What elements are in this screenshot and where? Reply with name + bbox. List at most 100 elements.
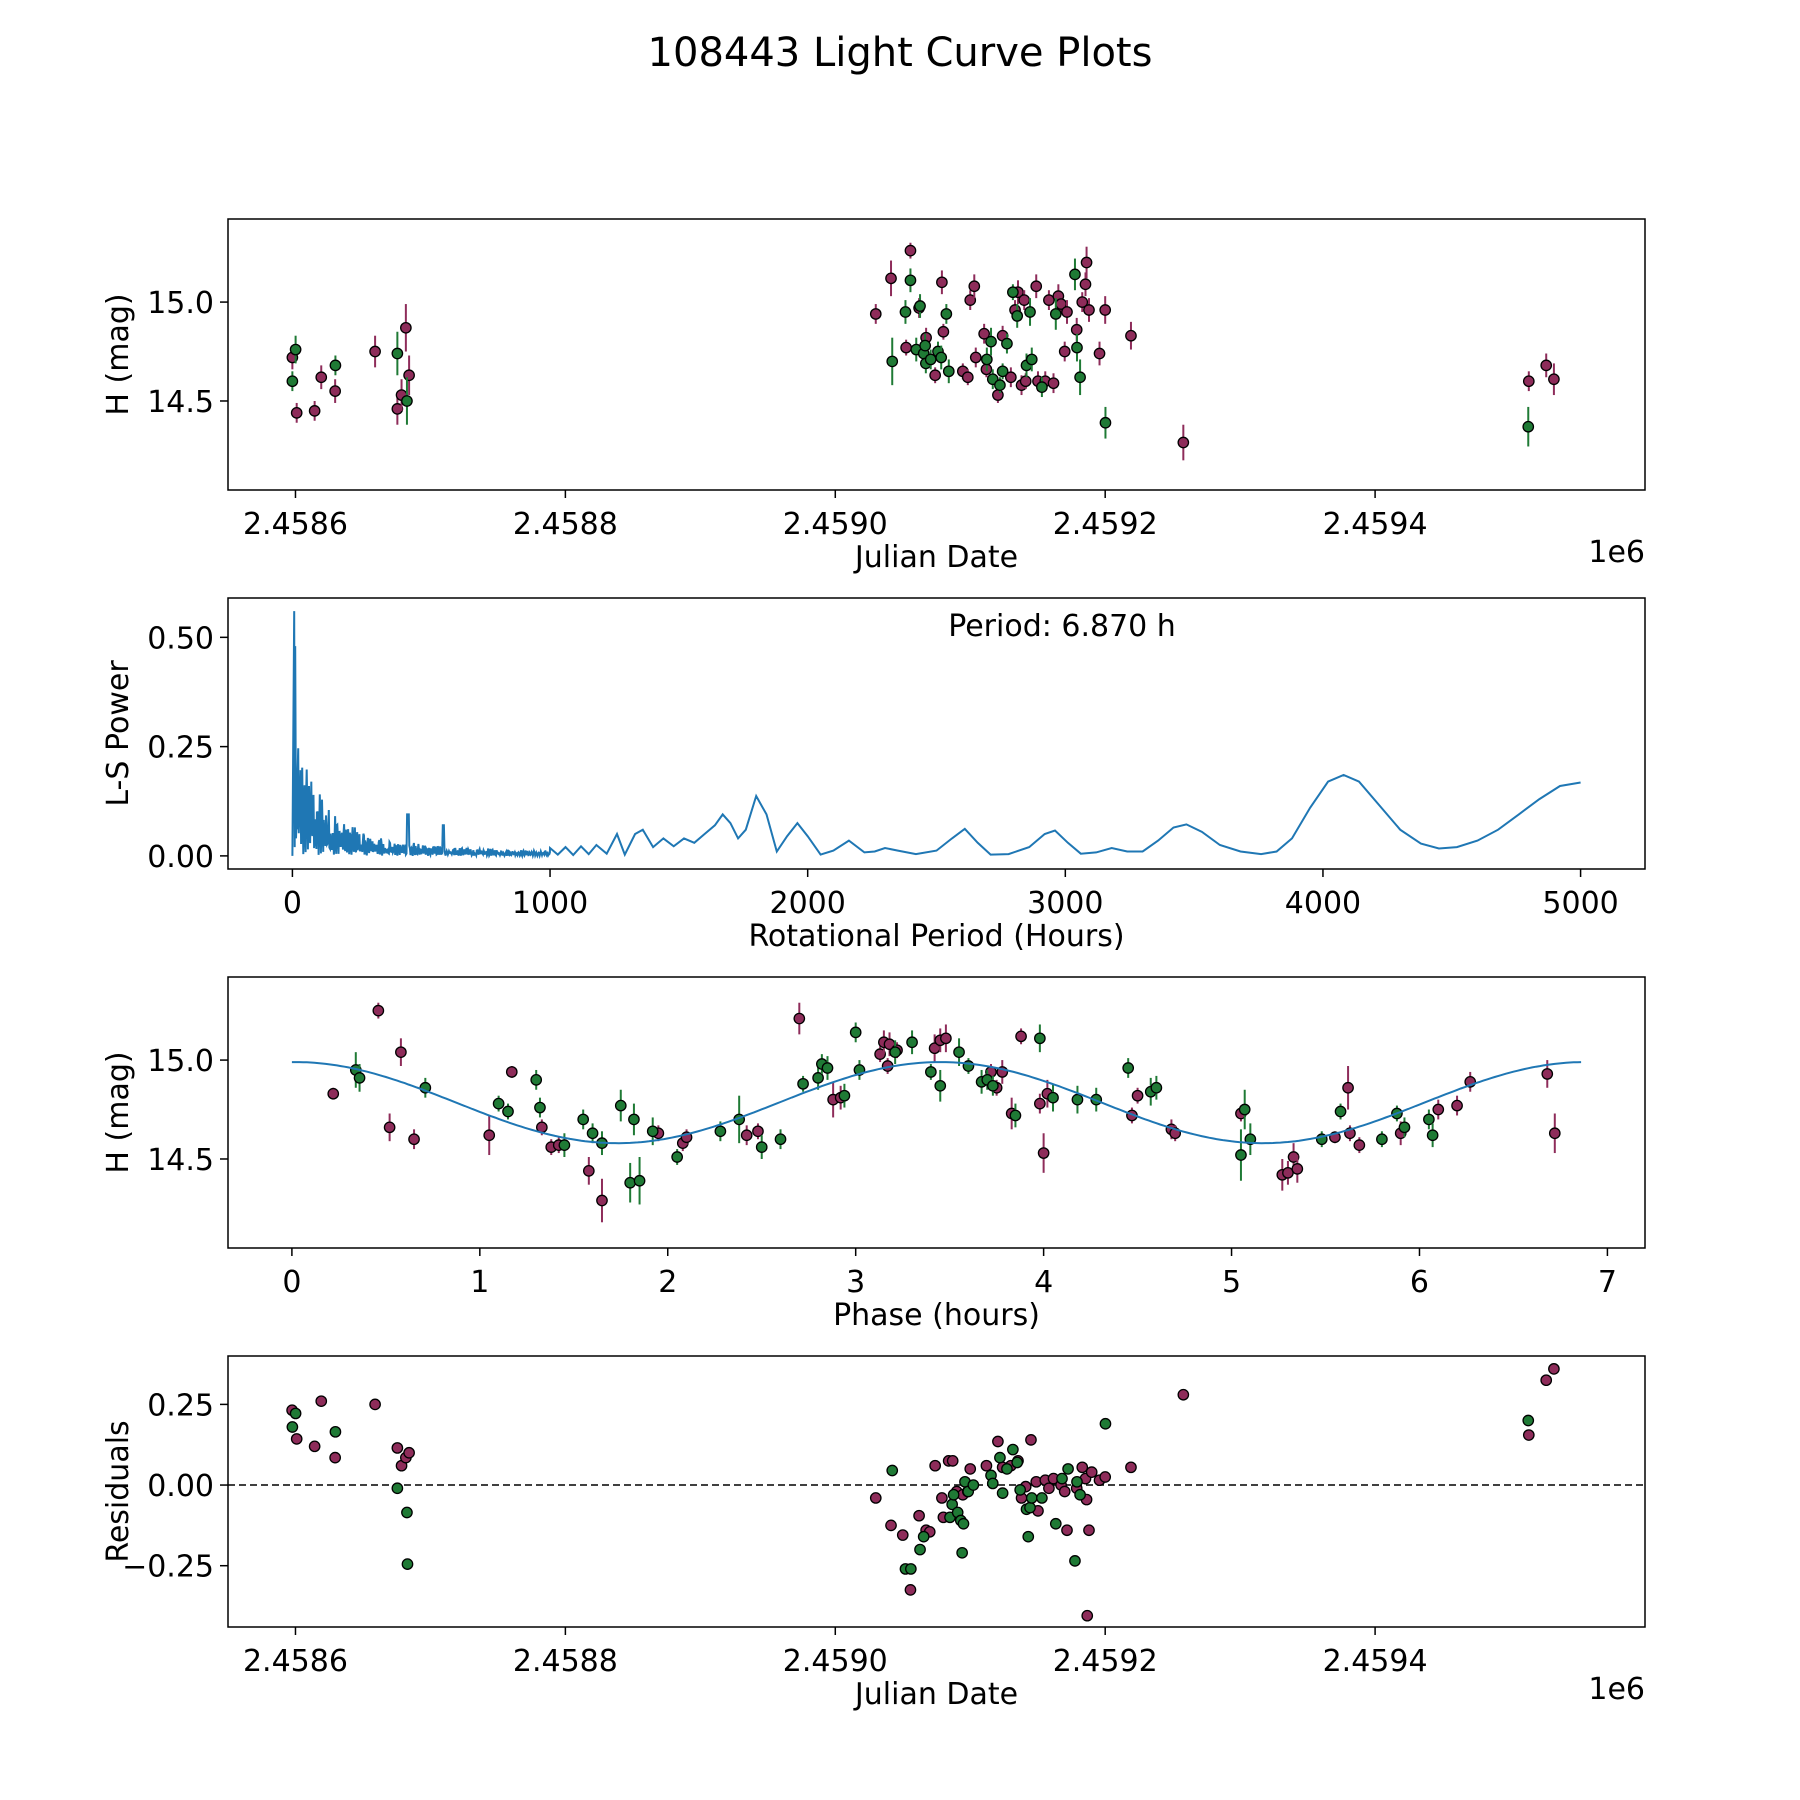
phase-point-green — [925, 1066, 937, 1078]
lc-point-green — [329, 359, 342, 372]
phase-point-green — [1150, 1081, 1163, 1094]
lc-point-magenta — [1005, 371, 1017, 384]
lc-point-green — [940, 308, 953, 320]
phase-point-green — [849, 1026, 862, 1039]
phase-point-green — [614, 1099, 627, 1112]
lc-point-green — [996, 365, 1009, 378]
resid-point-green — [1062, 1463, 1074, 1475]
phase-point-green — [987, 1079, 999, 1092]
lc-point-magenta — [1079, 278, 1092, 291]
phase-point-green — [812, 1072, 824, 1084]
resid-point-magenta — [1099, 1471, 1112, 1483]
phase-point-magenta — [793, 1012, 806, 1025]
ls-xtick-label: 4000 — [1285, 886, 1361, 921]
lc-point-magenta — [1076, 296, 1089, 308]
resid-ylabel: Residuals — [101, 1420, 136, 1562]
lc-point-magenta — [904, 244, 917, 257]
resid-point-magenta — [290, 1433, 303, 1445]
lc-point-green — [994, 379, 1006, 392]
lc-point-magenta — [391, 403, 404, 415]
phase-point-magenta — [1451, 1099, 1463, 1112]
ls-period-annotation: Period: 6.870 h — [948, 609, 1176, 644]
resid-point-green — [956, 1546, 968, 1559]
resid-point-magenta — [1085, 1466, 1098, 1478]
ls-xtick-label: 1000 — [512, 886, 588, 921]
lc-point-green — [1071, 341, 1083, 354]
lc-point-magenta — [992, 389, 1004, 401]
figure-title: 108443 Light Curve Plots — [648, 30, 1153, 76]
phase-point-green — [1423, 1113, 1435, 1126]
phase-point-green — [558, 1139, 571, 1151]
lc-point-magenta — [937, 325, 950, 338]
phase-point-magenta — [1287, 1151, 1300, 1163]
lc-point-magenta — [1083, 304, 1095, 316]
phase-point-green — [934, 1079, 947, 1092]
phase-point-magenta — [940, 1032, 952, 1045]
phase-xtick-label: 2 — [658, 1265, 677, 1300]
resid-point-magenta — [1058, 1485, 1071, 1498]
lc-point-green — [942, 365, 955, 378]
lc-xtick-label: 2.4588 — [513, 507, 618, 542]
phase-point-green — [1034, 1032, 1046, 1045]
phase-point-magenta — [1034, 1097, 1046, 1110]
phase-xtick-label: 1 — [470, 1265, 489, 1300]
phase-point-magenta — [372, 1004, 385, 1017]
resid-point-green — [914, 1543, 926, 1556]
lc-point-green — [286, 375, 299, 388]
phase-point-magenta — [874, 1048, 886, 1060]
phase-point-magenta — [1541, 1068, 1554, 1080]
lc-xtick-label: 2.4592 — [1053, 507, 1158, 542]
lc-ytick-label: 15.0 — [147, 286, 214, 321]
resid-point-green — [329, 1425, 342, 1438]
lc-point-green — [1522, 420, 1535, 433]
phase-point-green — [906, 1036, 918, 1049]
resid-xtick-label: 2.4590 — [783, 1644, 888, 1679]
resid-point-green — [401, 1558, 414, 1570]
lc-point-green — [1001, 337, 1013, 350]
phase-point-green — [502, 1105, 514, 1118]
phase-ylabel: H (mag) — [101, 1051, 136, 1173]
lc-point-magenta — [1125, 329, 1137, 342]
resid-point-magenta — [391, 1442, 404, 1454]
lc-point-magenta — [885, 272, 897, 285]
resid-point-green — [996, 1487, 1009, 1499]
resid-point-green — [1036, 1492, 1048, 1504]
phase-xtick-label: 4 — [1034, 1265, 1053, 1300]
phase-point-magenta — [327, 1087, 340, 1100]
lc-point-green — [899, 306, 912, 318]
resid-point-magenta — [1125, 1461, 1137, 1474]
lc-point-green — [289, 343, 302, 356]
resid-point-magenta — [315, 1395, 328, 1408]
lc-point-magenta — [308, 405, 321, 417]
resid-point-green — [1049, 1517, 1062, 1530]
resid-point-green — [401, 1506, 413, 1519]
resid-point-green — [1014, 1484, 1027, 1496]
phase-xtick-label: 0 — [282, 1265, 301, 1300]
resid-xlabel: Julian Date — [853, 1677, 1018, 1712]
resid-point-green — [1024, 1501, 1036, 1514]
lc-point-green — [1069, 268, 1081, 281]
phase-xtick-label: 5 — [1222, 1265, 1241, 1300]
resid-point-magenta — [403, 1446, 415, 1459]
resid-point-green — [1074, 1488, 1086, 1501]
phase-point-green — [530, 1074, 543, 1086]
phase-point-green — [1398, 1121, 1411, 1134]
resid-point-green — [1001, 1463, 1013, 1475]
phase-point-green — [838, 1089, 851, 1102]
lc-point-magenta — [964, 294, 977, 306]
lc-point-magenta — [1061, 306, 1073, 318]
phase-point-green — [714, 1125, 727, 1138]
lc-point-magenta — [1080, 256, 1093, 269]
phase-point-green — [797, 1077, 809, 1090]
lc-point-magenta — [1019, 375, 1032, 388]
phase-point-magenta — [505, 1066, 518, 1078]
lc-point-magenta — [900, 341, 912, 354]
ls-ytick-label: 0.25 — [147, 731, 214, 766]
resid-point-magenta — [869, 1492, 882, 1504]
phase-point-green — [755, 1141, 768, 1153]
resid-point-green — [286, 1421, 299, 1433]
resid-ytick-label: 0.00 — [147, 1469, 214, 1504]
lc-point-magenta — [1093, 347, 1106, 360]
resid-point-green — [1022, 1530, 1035, 1543]
lc-point-magenta — [1018, 294, 1031, 306]
